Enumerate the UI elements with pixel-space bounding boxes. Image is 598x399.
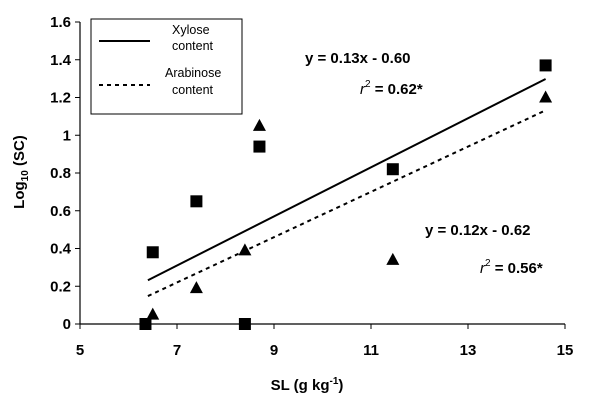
y-tick-label: 1 (63, 127, 71, 144)
legend-box (90, 18, 243, 115)
arabinose-data-point (386, 252, 400, 265)
xylose-data-point (190, 195, 203, 208)
xylose-r2-value: = 0.62* (371, 81, 423, 98)
arabinose-r2-superscript: 2 (485, 258, 491, 269)
y-axis-title-suffix: (SC) (11, 135, 28, 170)
y-axis-title-prefix: Log (11, 181, 28, 209)
xylose-data-point (238, 318, 251, 330)
y-tick-label: 1.4 (50, 52, 72, 69)
arabinose-r2-label: r2 = 0.56* (480, 258, 543, 277)
y-tick-label: 0.6 (50, 203, 71, 220)
xylose-r2-label: r2 = 0.62* (360, 79, 423, 98)
y-tick-label: 1.2 (50, 90, 71, 107)
xylose-r2-symbol: r (360, 81, 366, 98)
xylose-trend-line (147, 78, 547, 282)
y-tick-label: 1.6 (50, 14, 71, 31)
arabinose-trend-line (147, 109, 547, 297)
arabinose-data-point (146, 307, 160, 320)
xylose-r2-superscript: 2 (365, 79, 371, 90)
x-tick-label: 15 (557, 342, 574, 359)
x-axis-title: SL (g kg-1) (271, 376, 344, 394)
x-axis-title-superscript: -1 (330, 376, 339, 387)
y-tick-label: 0.4 (50, 241, 72, 258)
arabinose-r2-value: = 0.56* (491, 260, 543, 277)
legend-item-arabinose-line1: Arabinose (165, 66, 221, 80)
x-axis-title-tail: ) (338, 377, 343, 394)
y-axis-title: Log10 (SC) (11, 135, 31, 209)
xylose-data-point (253, 140, 266, 153)
arabinose-data-point (252, 118, 266, 131)
arabinose-data-point (238, 243, 252, 256)
y-tick-label: 0.2 (50, 278, 71, 295)
xylose-data-point (539, 59, 552, 72)
x-tick-label: 7 (173, 342, 181, 359)
xylose-data-point (146, 246, 159, 259)
arabinose-data-point (539, 90, 553, 103)
legend-item-xylose-line2: content (172, 39, 214, 53)
arabinose-data-point (189, 281, 203, 294)
plot-layer: 0 0.2 0.4 0.6 0.8 1 1.2 1.4 1.6 5 7 9 11 13 15 (50, 14, 573, 359)
y-tick-label: 0 (63, 316, 71, 333)
xylose-data-point (139, 318, 152, 330)
legend: Xylose content Arabinose content (90, 18, 243, 115)
xylose-regression-equation: y = 0.13x - 0.60 (305, 50, 411, 67)
y-axis-title-subscript: 10 (20, 170, 31, 182)
y-tick-label: 0.8 (50, 165, 71, 182)
xylose-data-point (386, 163, 399, 176)
arabinose-r2-symbol: r (480, 260, 486, 277)
x-tick-label: 9 (270, 342, 278, 359)
x-axis-title-main: SL (g kg (271, 377, 330, 394)
x-tick-label: 5 (76, 342, 84, 359)
legend-item-arabinose-line2: content (172, 83, 214, 97)
x-tick-label: 11 (363, 342, 379, 359)
x-tick-label: 13 (460, 342, 477, 359)
arabinose-regression-equation: y = 0.12x - 0.62 (425, 222, 531, 239)
legend-item-xylose-line1: Xylose (172, 23, 210, 37)
